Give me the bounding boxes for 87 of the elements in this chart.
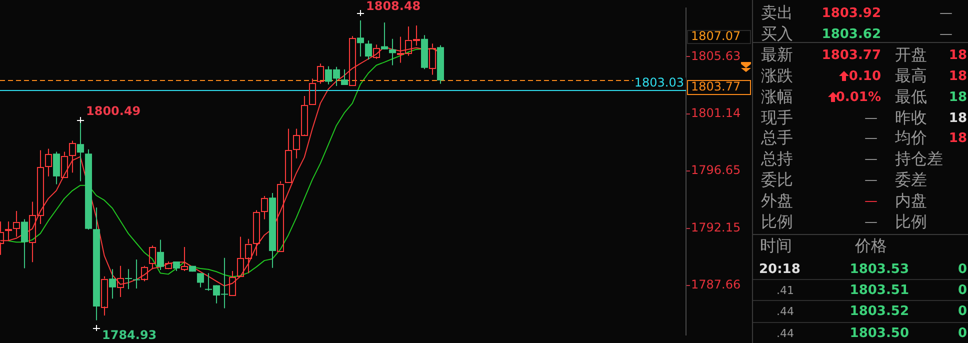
text: 0 <box>958 304 967 318</box>
text: 0.10 <box>848 68 881 84</box>
text: 现手 <box>761 108 793 127</box>
text: 0 <box>958 326 967 340</box>
candlestick <box>381 22 388 50</box>
candlestick <box>181 246 188 272</box>
candlestick <box>101 276 108 316</box>
text: 最低 <box>895 87 927 106</box>
candlestick <box>45 148 52 177</box>
ref-line-label: 1803.03 <box>634 76 684 90</box>
text: 1803.62 <box>822 26 881 42</box>
text: 总手 <box>761 128 793 147</box>
candlestick <box>21 218 28 269</box>
candlestick <box>197 272 204 288</box>
y-tick-label: 1796.65 <box>691 163 741 178</box>
text: 最新 <box>761 45 793 64</box>
text: 总持 <box>761 149 793 168</box>
candlestick <box>13 210 20 238</box>
candlestick <box>341 68 348 86</box>
candlestick <box>285 128 292 183</box>
candlestick <box>133 259 140 289</box>
text: 涨幅 <box>761 87 793 106</box>
annotation: 1800.49 <box>86 104 141 118</box>
text: 1803.77 <box>822 48 881 62</box>
text: — <box>864 172 878 188</box>
text: 涨跌 <box>761 66 793 85</box>
annotation: 1784.93 <box>102 328 157 342</box>
text: — <box>864 214 878 230</box>
text: 价格 <box>854 236 888 255</box>
text: 1803.51 <box>850 282 909 298</box>
text: — <box>864 110 878 126</box>
candlestick <box>277 180 284 252</box>
text: 委比 <box>761 170 793 189</box>
text: .41 <box>776 284 794 296</box>
text: 18 <box>948 130 967 146</box>
text: 比例 <box>761 212 793 231</box>
text: — <box>938 26 954 42</box>
text: .44 <box>776 304 794 318</box>
text: 1803.92 <box>822 6 881 20</box>
text: 0 <box>958 282 967 298</box>
candlestick <box>53 151 60 185</box>
candlestick <box>261 196 268 220</box>
text: 买入 <box>761 24 793 43</box>
y-tick-label: 1801.14 <box>691 106 741 120</box>
text: — <box>938 6 954 20</box>
y-tick-label: 1787.66 <box>691 278 741 292</box>
text: 1803.53 <box>850 262 909 276</box>
text: — <box>864 194 878 208</box>
y-tick-label: 1805.63 <box>691 48 741 63</box>
candlestick <box>149 245 156 270</box>
text: 1807.07 <box>691 29 741 44</box>
text: 昨收 <box>895 108 927 127</box>
text: 1803.50 <box>850 326 909 340</box>
candlestick <box>253 210 260 256</box>
text: 0 <box>958 262 967 276</box>
candlestick <box>357 20 364 57</box>
candlestick <box>125 268 132 290</box>
annotation: 1808.48 <box>366 0 421 14</box>
candlestick <box>389 38 396 66</box>
text: 外盘 <box>761 191 793 210</box>
candlestick <box>61 151 68 178</box>
text: 委差 <box>895 170 927 189</box>
text: — <box>864 130 878 146</box>
text: 1803.52 <box>850 304 909 318</box>
candlestick <box>109 268 116 300</box>
candlestick <box>157 239 164 270</box>
text: 18 <box>948 48 967 62</box>
text: 18 <box>948 68 967 84</box>
candlestick <box>365 40 372 60</box>
text: 比例 <box>895 212 927 231</box>
text: 18 <box>948 110 967 126</box>
text: — <box>864 152 878 166</box>
y-tick-label: 1792.15 <box>691 220 741 234</box>
text: 最高 <box>895 66 927 85</box>
text: 时间 <box>760 236 792 255</box>
text: 均价 <box>895 128 927 147</box>
text: 持仓差 <box>895 149 943 168</box>
text: 开盘 <box>895 45 927 64</box>
text: 20:18 <box>759 262 800 276</box>
text: .44 <box>776 326 794 340</box>
candlestick <box>69 140 76 174</box>
text: 0.01% <box>836 90 881 104</box>
text: 卖出 <box>761 3 793 22</box>
text: 内盘 <box>895 191 927 210</box>
ref-line-label: 1803.77 <box>691 80 741 94</box>
candlestick <box>5 220 12 242</box>
text: 18 <box>948 90 967 104</box>
